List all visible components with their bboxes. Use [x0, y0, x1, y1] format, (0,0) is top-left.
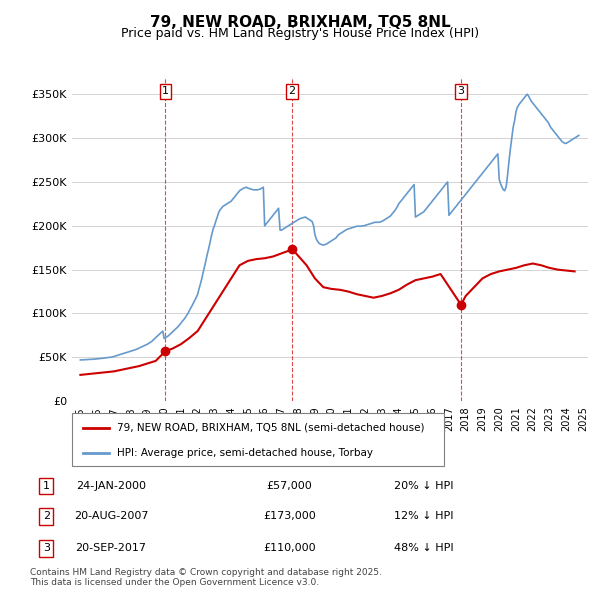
Text: HPI: Average price, semi-detached house, Torbay: HPI: Average price, semi-detached house,… [116, 448, 373, 458]
Text: 79, NEW ROAD, BRIXHAM, TQ5 8NL (semi-detached house): 79, NEW ROAD, BRIXHAM, TQ5 8NL (semi-det… [116, 423, 424, 433]
Text: 2: 2 [289, 86, 296, 96]
Text: 20% ↓ HPI: 20% ↓ HPI [394, 481, 454, 491]
Text: 1: 1 [162, 86, 169, 96]
Text: 12% ↓ HPI: 12% ↓ HPI [394, 512, 454, 521]
Text: 24-JAN-2000: 24-JAN-2000 [76, 481, 146, 491]
Text: £110,000: £110,000 [263, 543, 316, 553]
Text: Contains HM Land Registry data © Crown copyright and database right 2025.
This d: Contains HM Land Registry data © Crown c… [30, 568, 382, 587]
Text: £173,000: £173,000 [263, 512, 316, 521]
Text: £57,000: £57,000 [266, 481, 312, 491]
Text: 20-SEP-2017: 20-SEP-2017 [76, 543, 146, 553]
Text: 1: 1 [43, 481, 50, 491]
Text: Price paid vs. HM Land Registry's House Price Index (HPI): Price paid vs. HM Land Registry's House … [121, 27, 479, 40]
FancyBboxPatch shape [72, 413, 444, 466]
Text: 2: 2 [43, 512, 50, 521]
Text: 79, NEW ROAD, BRIXHAM, TQ5 8NL: 79, NEW ROAD, BRIXHAM, TQ5 8NL [149, 15, 451, 30]
Text: 48% ↓ HPI: 48% ↓ HPI [394, 543, 454, 553]
Text: 3: 3 [458, 86, 464, 96]
Text: 3: 3 [43, 543, 50, 553]
Text: 20-AUG-2007: 20-AUG-2007 [74, 512, 148, 521]
